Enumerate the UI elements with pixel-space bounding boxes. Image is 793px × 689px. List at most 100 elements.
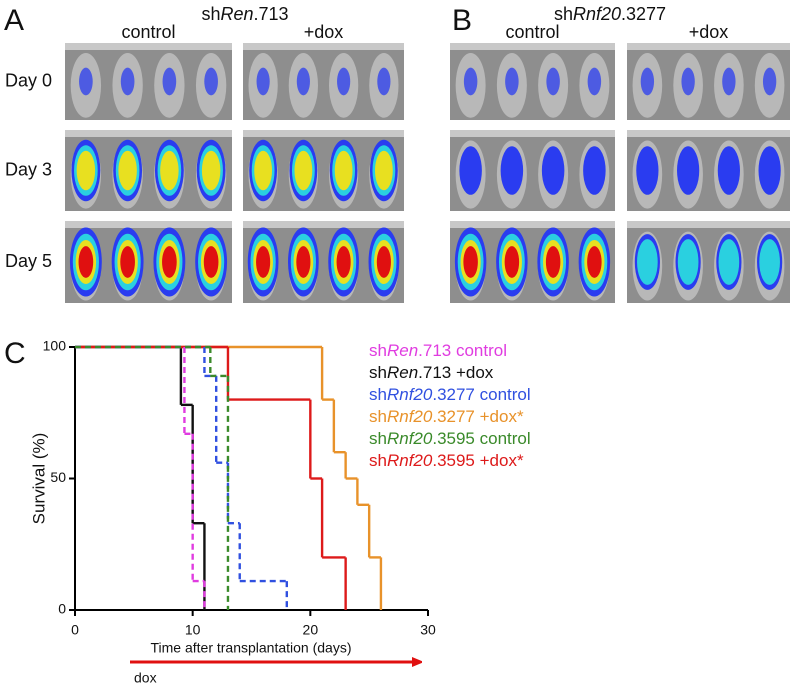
signal bbox=[541, 146, 565, 195]
legend-entry: shRnf20.3595 control bbox=[369, 429, 531, 448]
column-header: control bbox=[505, 22, 559, 42]
signal bbox=[758, 146, 781, 195]
signal bbox=[759, 239, 780, 285]
signal bbox=[677, 146, 700, 195]
signal bbox=[118, 150, 137, 191]
signal bbox=[545, 246, 561, 278]
signal bbox=[79, 67, 93, 96]
signal bbox=[546, 67, 560, 96]
signal bbox=[254, 150, 273, 191]
label-part: sh bbox=[369, 407, 387, 426]
label-part: .713 bbox=[254, 4, 289, 24]
signal bbox=[505, 67, 519, 96]
x-tick-label: 0 bbox=[71, 622, 79, 638]
label-part: Ren bbox=[220, 4, 253, 24]
signal bbox=[459, 146, 482, 195]
image-top-bar bbox=[65, 221, 232, 228]
signal bbox=[334, 150, 353, 191]
signal bbox=[677, 239, 699, 285]
label-part: .713 control bbox=[418, 341, 507, 360]
column-header: control bbox=[121, 22, 175, 42]
signal bbox=[718, 239, 740, 285]
signal bbox=[376, 246, 391, 278]
x-tick-label: 10 bbox=[185, 622, 201, 638]
image-top-bar bbox=[627, 130, 790, 137]
y-axis-label: Survival (%) bbox=[29, 433, 48, 525]
label: shRen.713 bbox=[201, 4, 288, 24]
y-tick-label: 0 bbox=[58, 601, 66, 617]
image-top-bar bbox=[243, 221, 404, 228]
label-part: Rnf20 bbox=[387, 429, 433, 448]
signal bbox=[336, 246, 351, 278]
legend-entry: shRnf20.3277 control bbox=[369, 385, 531, 404]
x-tick-label: 20 bbox=[303, 622, 319, 638]
signal bbox=[203, 246, 219, 278]
signal bbox=[637, 239, 658, 285]
legend-entry: shRen.713 control bbox=[369, 341, 507, 360]
column-header: +dox bbox=[304, 22, 344, 42]
panel-label: C bbox=[4, 337, 26, 370]
label-part: Rnf20 bbox=[387, 451, 433, 470]
signal bbox=[504, 246, 520, 278]
y-tick-label: 100 bbox=[43, 338, 67, 354]
label-part: .3595 control bbox=[432, 429, 530, 448]
legend-entry: shRen.713 +dox bbox=[369, 363, 494, 382]
signal bbox=[722, 67, 736, 96]
annotation: dox bbox=[134, 670, 157, 686]
x-axis-label: Time after transplantation (days) bbox=[150, 640, 351, 656]
column-header: +dox bbox=[689, 22, 729, 42]
row-label: Day 5 bbox=[5, 251, 52, 271]
panel-label: A bbox=[4, 4, 24, 37]
signal bbox=[162, 246, 177, 278]
image-top-bar bbox=[65, 130, 232, 137]
signal bbox=[160, 150, 179, 191]
signal bbox=[294, 150, 313, 191]
signal bbox=[500, 146, 524, 195]
label-part: Rnf20 bbox=[387, 385, 433, 404]
signal bbox=[463, 246, 478, 278]
row-label: Day 0 bbox=[5, 70, 52, 90]
label-part: sh bbox=[369, 451, 387, 470]
signal bbox=[256, 246, 271, 278]
image-top-bar bbox=[627, 43, 790, 50]
signal bbox=[377, 67, 391, 96]
signal bbox=[296, 67, 310, 96]
signal bbox=[76, 150, 96, 191]
image-top-bar bbox=[65, 43, 232, 50]
signal bbox=[636, 146, 659, 195]
signal bbox=[681, 67, 695, 96]
signal bbox=[374, 150, 393, 191]
label-part: sh bbox=[369, 429, 387, 448]
image-top-bar bbox=[450, 221, 615, 228]
signal bbox=[201, 150, 221, 191]
legend-entry: shRnf20.3277 +dox* bbox=[369, 407, 524, 426]
label-part: Rnf20 bbox=[573, 4, 621, 24]
row-label: Day 3 bbox=[5, 159, 52, 179]
y-tick-label: 50 bbox=[50, 469, 66, 485]
signal bbox=[120, 246, 135, 278]
signal bbox=[640, 67, 655, 96]
signal bbox=[256, 67, 270, 96]
label-part: sh bbox=[369, 363, 387, 382]
label-part: .3277 +dox* bbox=[432, 407, 524, 426]
label-part: sh bbox=[201, 4, 220, 24]
signal bbox=[337, 67, 351, 96]
signal bbox=[120, 67, 135, 96]
label-part: Ren bbox=[387, 341, 418, 360]
signal bbox=[762, 67, 777, 96]
label-part: .713 +dox bbox=[418, 363, 494, 382]
label-part: sh bbox=[554, 4, 573, 24]
signal bbox=[204, 67, 218, 96]
image-top-bar bbox=[627, 221, 790, 228]
panel-label: B bbox=[452, 4, 472, 37]
label-part: sh bbox=[369, 385, 387, 404]
legend-entry: shRnf20.3595 +dox* bbox=[369, 451, 524, 470]
image-top-bar bbox=[450, 130, 615, 137]
image-top-bar bbox=[450, 43, 615, 50]
signal bbox=[162, 67, 177, 96]
label-part: .3277 bbox=[621, 4, 666, 24]
label-part: Ren bbox=[387, 363, 418, 382]
label-part: .3277 control bbox=[432, 385, 530, 404]
